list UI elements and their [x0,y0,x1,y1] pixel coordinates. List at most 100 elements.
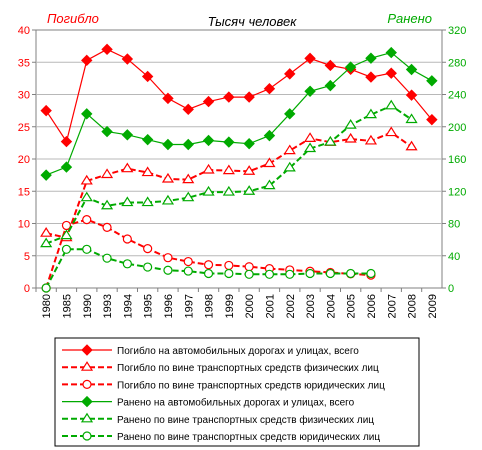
data-point [344,132,357,143]
data-point [82,215,92,225]
data-point [202,95,215,108]
data-point [364,108,378,119]
chart-title: Тысяч человек [208,14,298,29]
data-point [100,199,114,210]
data-point [161,194,175,205]
data-point [222,185,235,196]
data-point [202,163,215,174]
data-point [141,70,154,83]
right-tick-label: 280 [448,57,466,69]
legend-item: Погибло по вине транспортных средств юри… [62,379,385,391]
data-point [163,265,173,275]
series-layer [40,43,438,293]
data-point [81,54,93,67]
x-tick-label: 2004 [325,294,337,318]
data-point [203,260,214,270]
series-5 [40,99,418,248]
data-point [385,99,398,110]
x-tick-label: 1995 [143,294,155,318]
legend-item: Ранено по вине транспортных средств юрид… [62,431,380,443]
right-tick-label: 240 [448,90,466,102]
data-point [102,253,112,263]
data-point [385,67,397,79]
x-tick-label: 1996 [163,294,175,318]
data-point [223,91,235,103]
data-point [61,220,72,231]
legend: Погибло на автомобильных дорогах и улица… [62,344,385,443]
data-point [41,283,51,293]
series-2 [40,126,418,242]
legend-item: Погибло на автомобильных дорогах и улица… [62,344,359,357]
data-point [182,191,195,202]
left-tick-label: 20 [18,154,30,166]
data-point [244,269,254,279]
data-point [385,46,397,59]
data-point [324,59,337,72]
data-point [222,164,235,175]
series-1 [40,43,438,148]
data-point [244,262,254,272]
data-point [365,52,377,64]
right-tick-label: 200 [448,122,466,134]
data-point [283,144,296,155]
left-tick-label: 40 [18,25,30,37]
legend-marker [80,361,94,371]
data-point [243,185,256,195]
right-tick-label: 120 [448,186,466,198]
data-point [40,169,52,181]
right-axis-label: Ранено [387,11,432,26]
data-point [324,79,337,92]
data-point [223,136,235,148]
right-tick-label: 80 [448,219,460,231]
data-point [303,132,317,142]
left-tick-label: 30 [18,90,30,102]
data-point [263,179,276,190]
x-tick-label: 1994 [122,294,134,318]
x-tick-label: 1993 [102,294,114,318]
data-point [102,222,112,232]
x-tick-label: 2007 [386,294,398,318]
data-point [122,259,132,269]
data-point [182,138,194,151]
data-point [143,262,153,272]
x-tick-label: 2002 [285,294,297,318]
data-point [121,129,134,141]
data-point [243,165,256,175]
x-tick-label: 1998 [204,294,216,318]
legend-marker [82,431,92,441]
data-point [101,43,113,56]
data-point [426,113,438,126]
x-tick-label: 1990 [82,294,94,318]
data-point [224,268,234,279]
data-point [161,172,175,183]
data-point [283,161,296,172]
axes: 0 5 10 15 20 25 30 35 40 0 40 80 120 160 200 240 280 320 1… [18,25,467,318]
data-point [100,168,114,179]
right-tick-label: 320 [448,25,466,37]
right-tick-label: 0 [448,283,454,295]
x-tick-label: 1980 [41,294,53,318]
legend-box [54,337,420,447]
data-point [304,85,316,97]
data-point [224,260,234,271]
data-point [202,185,215,196]
left-axis-label: Погибло [47,11,99,26]
data-point [82,244,92,254]
data-point [80,191,93,202]
x-tick-label: 2005 [346,294,358,318]
data-point [202,134,215,147]
legend-item: Ранено по вине транспортных средств физи… [62,412,374,426]
data-point [40,104,52,117]
legend-label: Ранено на автомобильных дорогах и улицах… [117,397,355,409]
data-point [284,108,296,120]
left-tick-label: 15 [18,186,30,198]
data-point [324,135,337,146]
legend-label: Погибло на автомобильных дорогах и улица… [117,345,359,357]
data-point [121,162,134,173]
data-point [141,166,154,177]
data-point [203,268,214,279]
data-point [182,173,195,184]
x-tick-label: 1999 [224,294,236,318]
data-point [121,53,134,65]
